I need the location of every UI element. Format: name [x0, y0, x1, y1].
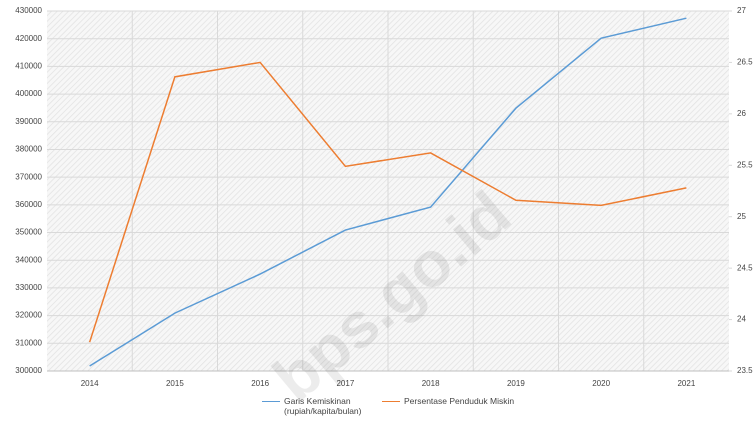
legend-item: Garis Kemiskinan (rupiah/kapita/bulan) [262, 396, 374, 416]
y-tick-label: 360000 [15, 200, 42, 209]
y-tick-label: 300000 [15, 366, 42, 375]
series-line [89, 17, 687, 367]
y-tick-label: 390000 [15, 117, 42, 126]
legend-swatch [382, 401, 400, 402]
y2-tick-label: 24 [737, 315, 746, 324]
y-tick-label: 310000 [15, 338, 42, 347]
x-tick-label: 2017 [336, 379, 354, 388]
y-tick-label: 370000 [15, 172, 42, 181]
legend-label: Garis Kemiskinan (rupiah/kapita/bulan) [284, 396, 362, 416]
y2-tick-label: 26.5 [737, 58, 753, 67]
y-tick-label: 340000 [15, 255, 42, 264]
y-tick-label: 400000 [15, 89, 42, 98]
y2-tick-label: 26 [737, 109, 746, 118]
y2-tick-label: 23.5 [737, 366, 753, 375]
y2-tick-label: 25.5 [737, 160, 753, 169]
x-tick-label: 2020 [592, 379, 610, 388]
y2-tick-label: 25 [737, 212, 746, 221]
x-tick-label: 2016 [251, 379, 269, 388]
y2-tick-label: 24.5 [737, 263, 753, 272]
x-tick-label: 2014 [81, 379, 99, 388]
y-tick-label: 410000 [15, 61, 42, 70]
x-tick-label: 2019 [507, 379, 525, 388]
y-tick-label: 430000 [15, 6, 42, 15]
y2-tick-label: 27 [737, 6, 746, 15]
y-tick-label: 330000 [15, 283, 42, 292]
legend-swatch [262, 401, 280, 402]
series-line [88, 61, 687, 343]
x-tick-label: 2018 [422, 379, 440, 388]
y-tick-label: 350000 [15, 228, 42, 237]
y-tick-label: 320000 [15, 311, 42, 320]
legend-label: Persentase Penduduk Miskin [404, 396, 515, 406]
x-tick-label: 2015 [166, 379, 184, 388]
y-tick-label: 420000 [15, 34, 42, 43]
x-tick-label: 2021 [677, 379, 695, 388]
y-tick-label: 380000 [15, 145, 42, 154]
legend-item: Persentase Penduduk Miskin [382, 396, 514, 406]
